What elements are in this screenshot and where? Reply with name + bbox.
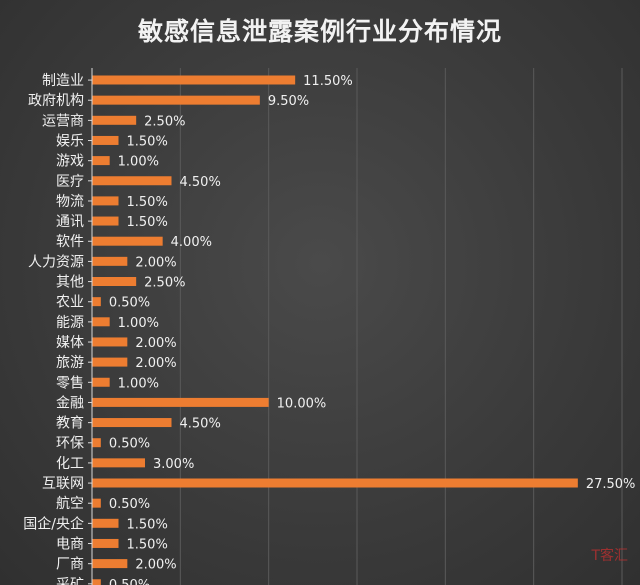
category-label: 零售: [56, 375, 84, 391]
value-label: 2.00%: [135, 255, 176, 270]
value-label: 1.50%: [127, 537, 168, 552]
category-label: 农业: [56, 295, 84, 311]
value-label: 2.50%: [144, 114, 185, 129]
value-label: 2.00%: [135, 356, 176, 371]
category-label: 教育: [56, 416, 84, 432]
grid-lines: [88, 68, 623, 585]
category-label: 物流: [56, 194, 84, 210]
category-label: 能源: [56, 315, 84, 331]
value-label: 4.50%: [180, 175, 221, 190]
value-label: 10.00%: [277, 396, 327, 411]
bar-12: [92, 317, 110, 327]
bar-9: [92, 256, 128, 266]
value-label: 11.50%: [303, 74, 353, 89]
value-label: 1.50%: [127, 215, 168, 230]
value-label: 9.50%: [268, 94, 309, 109]
value-label: 2.00%: [135, 558, 176, 573]
chart-title: 敏感信息泄露案例行业分布情况: [137, 17, 502, 46]
bar-8: [92, 236, 163, 246]
value-label: 4.00%: [171, 235, 212, 250]
bar-17: [92, 418, 172, 428]
category-label: 国企/央企: [23, 515, 84, 532]
bar-1: [92, 95, 260, 105]
bar-2: [92, 115, 137, 125]
category-label: 电商: [56, 536, 84, 552]
value-label: 1.00%: [118, 376, 159, 391]
value-label: 0.50%: [109, 296, 150, 311]
category-label: 运营商: [42, 113, 84, 129]
value-label: 1.50%: [127, 195, 168, 210]
bar-11: [92, 297, 101, 307]
value-label: 1.00%: [118, 316, 159, 331]
category-label: 医疗: [56, 174, 84, 190]
category-label: 金融: [56, 395, 84, 411]
value-label: 0.50%: [109, 437, 150, 452]
bar-24: [92, 559, 128, 569]
category-label: 采矿: [56, 577, 84, 585]
bar-25: [92, 579, 101, 585]
category-label: 其他: [56, 275, 84, 291]
category-label: 厂商: [56, 557, 84, 573]
value-label: 1.50%: [127, 134, 168, 149]
bar-6: [92, 196, 119, 206]
bar-0: [92, 75, 296, 85]
bar-14: [92, 357, 128, 367]
category-label: 环保: [56, 436, 84, 452]
category-label: 娱乐: [56, 133, 84, 149]
category-label: 媒体: [56, 335, 84, 351]
bar-23: [92, 538, 119, 548]
value-label: 4.50%: [180, 417, 221, 432]
bar-7: [92, 216, 119, 226]
category-label: 化工: [56, 456, 84, 472]
value-label: 0.50%: [109, 497, 150, 512]
bar-15: [92, 377, 110, 387]
bar-10: [92, 277, 137, 286]
category-label: 旅游: [56, 355, 84, 371]
bar-13: [92, 337, 128, 347]
labels: 制造业 11.50% 政府机构 9.50% 运营商 2.50% 娱乐 1.50% 游戏 1.00%…: [23, 73, 635, 585]
watermark-logo: T客汇: [591, 548, 628, 564]
value-label: 27.50%: [586, 477, 636, 492]
value-label: 2.00%: [135, 336, 176, 351]
value-label: 2.50%: [144, 276, 185, 291]
value-label: 3.00%: [153, 457, 194, 472]
value-label: 0.50%: [109, 578, 150, 585]
bar-21: [92, 498, 101, 508]
bar-4: [92, 156, 110, 166]
bar-5: [92, 176, 172, 186]
category-label: 制造业: [42, 73, 84, 89]
bar-3: [92, 135, 119, 145]
category-label: 软件: [56, 234, 84, 250]
bar-18: [92, 438, 101, 448]
category-label: 政府机构: [28, 93, 84, 109]
category-label: 航空: [56, 496, 84, 512]
bars: [92, 75, 578, 585]
bar-16: [92, 397, 269, 407]
bar-22: [92, 518, 119, 528]
value-label: 1.50%: [127, 517, 168, 532]
bar-19: [92, 458, 145, 468]
category-label: 通讯: [56, 214, 84, 230]
bar-20: [92, 478, 578, 488]
value-label: 1.00%: [118, 155, 159, 170]
category-label: 人力资源: [28, 254, 84, 270]
category-label: 互联网: [42, 476, 84, 492]
category-label: 游戏: [56, 154, 84, 170]
